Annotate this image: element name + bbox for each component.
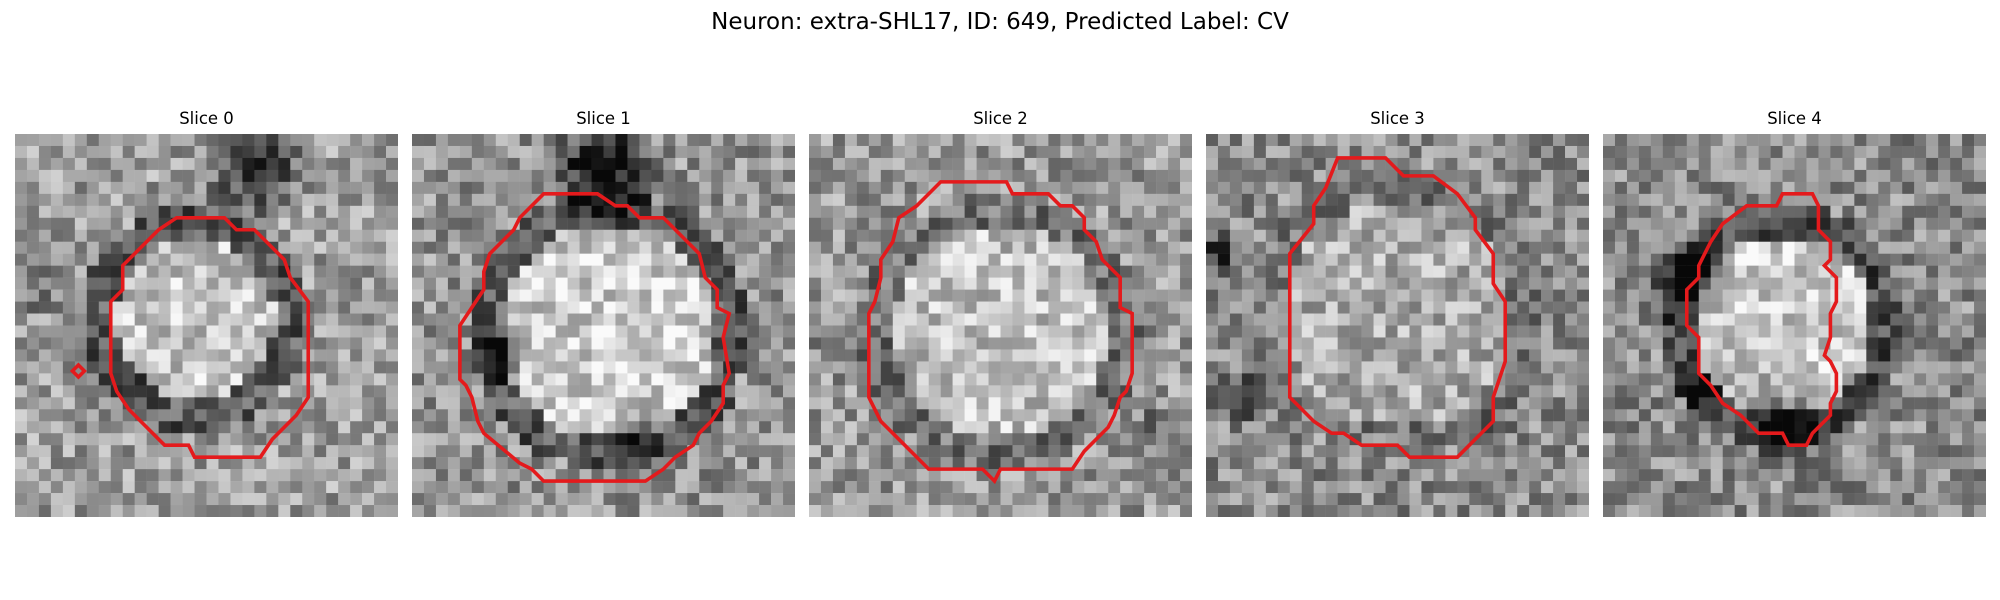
segmentation-contour	[867, 180, 1134, 485]
slice-title: Slice 1	[576, 109, 631, 128]
image-pixels	[412, 134, 795, 517]
segmentation-contour-fragment	[69, 362, 87, 380]
slice-image	[809, 134, 1192, 517]
slice-image	[1603, 134, 1986, 517]
segmentation-contour	[458, 192, 732, 483]
image-pixels	[15, 134, 398, 517]
image-pixels	[809, 134, 1192, 517]
slice-image	[412, 134, 795, 517]
slice-panel-3: Slice 3	[1206, 0, 1589, 600]
segmentation-contour	[108, 215, 311, 459]
slice-panel-4: Slice 4	[1603, 0, 1986, 600]
slice-title: Slice 3	[1370, 109, 1425, 128]
slice-image	[15, 134, 398, 517]
slice-image	[1206, 134, 1589, 517]
slice-panel-0: Slice 0	[15, 0, 398, 600]
segmentation-contour	[1684, 192, 1839, 447]
image-pixels	[1603, 134, 1986, 517]
slice-panel-1: Slice 1	[412, 0, 795, 600]
slice-panel-2: Slice 2	[809, 0, 1192, 600]
slice-title: Slice 0	[179, 109, 234, 128]
slice-title: Slice 2	[973, 109, 1028, 128]
slice-title: Slice 4	[1767, 109, 1822, 128]
figure-title: Neuron: extra-SHL17, ID: 649, Predicted …	[711, 9, 1289, 35]
image-pixels	[1206, 134, 1589, 517]
segmentation-contour	[1287, 156, 1508, 459]
